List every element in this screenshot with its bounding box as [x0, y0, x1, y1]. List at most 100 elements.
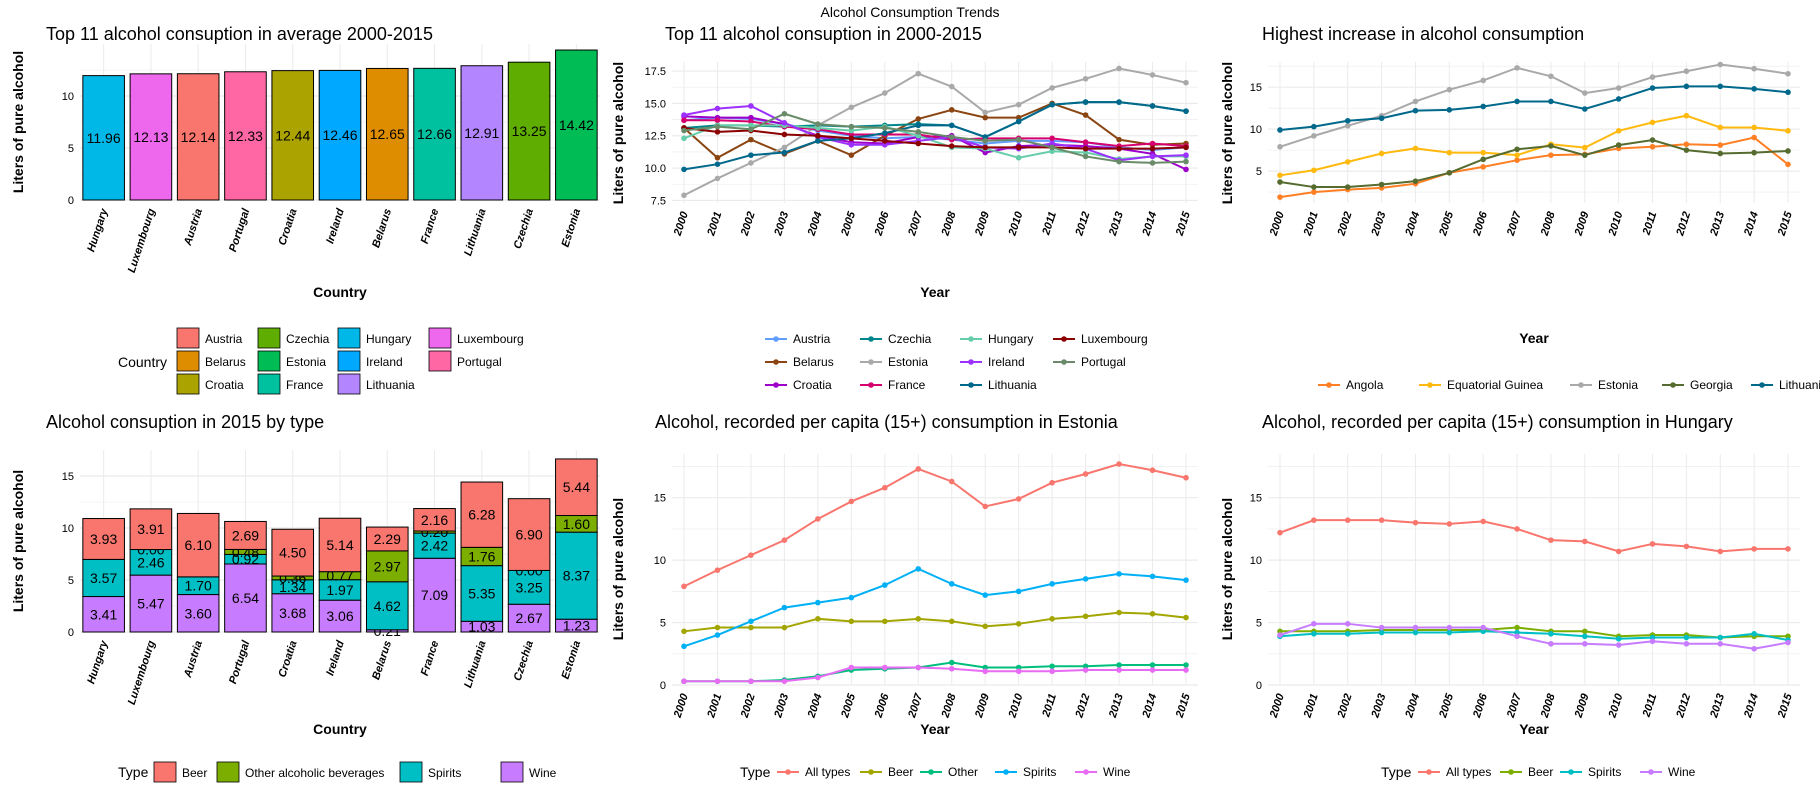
- data-point: [1082, 471, 1089, 477]
- chart-panel-by-type-2015: Alcohol consuption in 2015 by type Liters…: [10, 412, 600, 783]
- x-tick-label: 2007: [1505, 691, 1525, 720]
- legend-label: Hungary: [988, 332, 1033, 346]
- data-point: [915, 140, 922, 147]
- legend-item-france: France: [860, 378, 926, 392]
- x-tick-label: Ireland: [324, 639, 347, 677]
- x-tick-label: 2014: [1742, 210, 1761, 238]
- data-point: [1116, 461, 1122, 467]
- legend-label: Lithuania: [988, 378, 1037, 392]
- x-tick-label: 2007: [906, 691, 926, 720]
- data-point: [1082, 139, 1089, 146]
- segment-value-label: 5.14: [326, 537, 353, 553]
- stack-segment-beer: [555, 458, 598, 517]
- legend-item-wine: Wine: [1640, 765, 1696, 779]
- series-equatorial-guinea: [1277, 112, 1791, 179]
- data-point: [815, 138, 821, 144]
- data-point: [1311, 167, 1317, 174]
- legend-item-austria: Austria: [765, 332, 831, 346]
- data-point: [1149, 153, 1156, 160]
- data-point: [1785, 70, 1791, 77]
- data-point: [915, 664, 922, 671]
- segment-value-label: 1.34: [279, 579, 306, 595]
- data-point: [1412, 624, 1419, 631]
- data-point: [1015, 114, 1022, 121]
- data-point: [982, 144, 988, 151]
- stack-segment-wine: [224, 563, 267, 633]
- data-point: [1683, 112, 1690, 119]
- data-point: [1446, 149, 1453, 156]
- segment-value-label: 2.97: [374, 558, 401, 574]
- x-tick-label: 2005: [1437, 209, 1457, 238]
- data-point: [915, 616, 922, 622]
- segment-value-label: 2.69: [232, 527, 259, 543]
- bar-value-label: 13.25: [512, 123, 547, 139]
- legend-key-point: [868, 769, 874, 775]
- x-tick-label: 2013: [1708, 692, 1727, 720]
- bar-croatia: [271, 70, 315, 201]
- data-point: [1582, 106, 1588, 112]
- data-point: [748, 678, 754, 685]
- legend-item-croatia: Croatia: [176, 373, 244, 395]
- data-point: [882, 130, 888, 136]
- x-tick-label: 2013: [1107, 692, 1126, 720]
- x-tick-label: 2010: [1006, 691, 1026, 720]
- data-point: [1015, 101, 1022, 108]
- data-point: [915, 116, 922, 122]
- legend-item-lithuania: Lithuania: [337, 373, 415, 395]
- data-point: [1183, 152, 1189, 158]
- segment-value-label: 2.42: [421, 538, 448, 554]
- data-point: [748, 136, 754, 143]
- segment-value-label: 1.03: [468, 619, 495, 635]
- x-tick-label: 2009: [973, 209, 993, 238]
- data-point: [1116, 662, 1122, 668]
- series-wine: [1277, 621, 1791, 652]
- y-tick-label: 17.5: [645, 66, 666, 78]
- x-tick-label: 2012: [1674, 692, 1693, 720]
- data-point: [714, 117, 721, 124]
- data-point: [915, 122, 922, 129]
- series-line: [1279, 139, 1789, 189]
- x-tick-label: Ireland: [324, 207, 347, 245]
- segment-value-label: 6.54: [232, 590, 259, 606]
- segment-value-label: 2.67: [515, 610, 542, 626]
- data-point: [1378, 181, 1385, 188]
- data-point: [1049, 663, 1055, 670]
- y-tick-label: 10: [1250, 555, 1262, 567]
- data-point: [1116, 571, 1122, 577]
- data-point: [1311, 189, 1317, 195]
- data-point: [1446, 107, 1453, 113]
- data-point: [815, 516, 821, 522]
- x-tick-label: 2015: [1174, 209, 1194, 238]
- data-point: [882, 484, 888, 491]
- data-point: [1116, 158, 1122, 165]
- bar-value-label: 12.65: [370, 126, 405, 142]
- bar-value-label: 12.44: [275, 127, 310, 143]
- x-tick-label: 2006: [1471, 209, 1491, 238]
- data-point: [1785, 89, 1791, 96]
- data-point: [848, 152, 855, 158]
- legend-label: Portugal: [457, 355, 502, 369]
- data-point: [1615, 96, 1622, 102]
- stack-segment-beer: [507, 498, 551, 571]
- x-tick-label: Hungary: [85, 638, 110, 685]
- data-point: [1514, 146, 1520, 153]
- data-point: [1514, 624, 1520, 631]
- x-tick-label: 2004: [1403, 210, 1422, 238]
- legend-label: Czechia: [888, 332, 932, 346]
- data-point: [848, 123, 855, 130]
- data-point: [1049, 85, 1055, 91]
- x-tick-label: 2013: [1708, 210, 1727, 238]
- legend-item-ireland: Ireland: [337, 350, 403, 372]
- legend-title: Type: [1381, 764, 1412, 780]
- stack-segment-beer: [365, 526, 409, 552]
- series-line: [683, 102, 1187, 159]
- x-tick-label: 2011: [1640, 210, 1659, 237]
- data-point: [982, 114, 988, 121]
- stack-segment-beer: [129, 508, 173, 551]
- data-point: [1751, 134, 1757, 141]
- data-point: [1277, 194, 1283, 200]
- legend-label: Ireland: [366, 355, 403, 369]
- segment-value-label: 3.68: [279, 605, 306, 621]
- series-line: [1280, 626, 1788, 639]
- series-line: [1279, 136, 1789, 199]
